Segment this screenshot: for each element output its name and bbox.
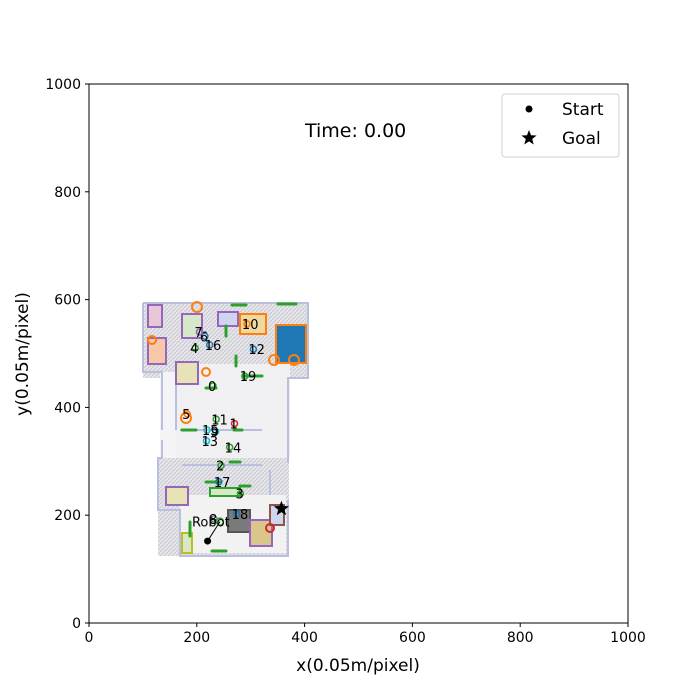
x-tick-label: 600 [399,630,426,646]
agent-label: 6 [200,330,208,345]
agent-label: 0 [208,380,216,395]
agent-label: 11 [211,413,228,428]
legend-goal-label: Goal [562,129,601,149]
agent-label: 7 [194,326,202,341]
agent-label: 1 [230,418,238,433]
legend-start-icon [525,105,533,113]
y-tick-label: 800 [54,185,81,201]
robot-marker [215,517,225,526]
agent-marker [217,461,225,470]
agent-label: 16 [205,339,222,354]
y-axis: 0 200 400 600 800 1000 [45,77,89,632]
agent-label: 15 [202,424,219,439]
x-axis-label: x(0.05m/pixel) [296,656,420,676]
x-tick-label: 800 [507,630,534,646]
agent-marker [209,382,217,390]
y-tick-label: 1000 [45,77,81,93]
agent-label: 12 [248,343,265,358]
agent-marker [195,328,204,336]
agent-label: 2 [216,460,224,475]
y-tick-label: 400 [54,400,81,416]
agent-marker [215,478,223,486]
agent-label: 18 [232,508,249,523]
y-tick-label: 200 [54,508,81,524]
plot-frame [88,83,629,624]
legend-goal-icon [521,130,537,145]
agent-label: 13 [202,435,219,450]
y-axis-label: y(0.05m/pixel) [13,292,33,416]
x-tick-label: 0 [85,630,94,646]
y-tick-label: 0 [72,616,81,632]
agent-label: 4 [190,342,198,357]
x-tick-label: 200 [183,630,210,646]
legend: Start Goal [501,93,620,158]
agent-marker [205,341,214,349]
agent-marker [191,344,199,352]
agent-label: 8 [209,513,217,528]
agent-marker [201,332,209,341]
agent-label: 3 [235,488,243,503]
agent-marker [236,489,245,498]
x-tick-label: 1000 [610,630,646,646]
x-axis: 0 200 400 600 800 1000 [85,623,646,646]
goal-marker [273,500,289,516]
floor-plan-map [142,301,309,557]
agent-label: 5 [182,408,190,423]
agent-marker [249,345,258,353]
agent-marker [211,427,220,436]
agent-label: 17 [214,476,231,491]
legend-start-label: Start [562,100,604,120]
agent-marker [225,443,234,452]
agent-label: 19 [240,370,257,385]
start-marker [204,537,212,545]
agent-marker [232,510,241,518]
agent-marker [183,410,191,418]
y-tick-label: 600 [54,293,81,309]
agent-marker [203,426,211,434]
agent-label: 9 [211,426,219,441]
agent-marker [230,419,239,428]
agent-marker [202,437,211,445]
agent-label: 10 [242,318,259,333]
agent-marker [243,320,251,328]
x-tick-label: 400 [291,630,318,646]
agent-marker [212,415,220,424]
agent-marker [241,372,249,380]
agent-label: 14 [225,441,242,456]
time-annotation: Time: 0.00 [304,120,406,142]
robot-label: Robot [192,516,230,531]
